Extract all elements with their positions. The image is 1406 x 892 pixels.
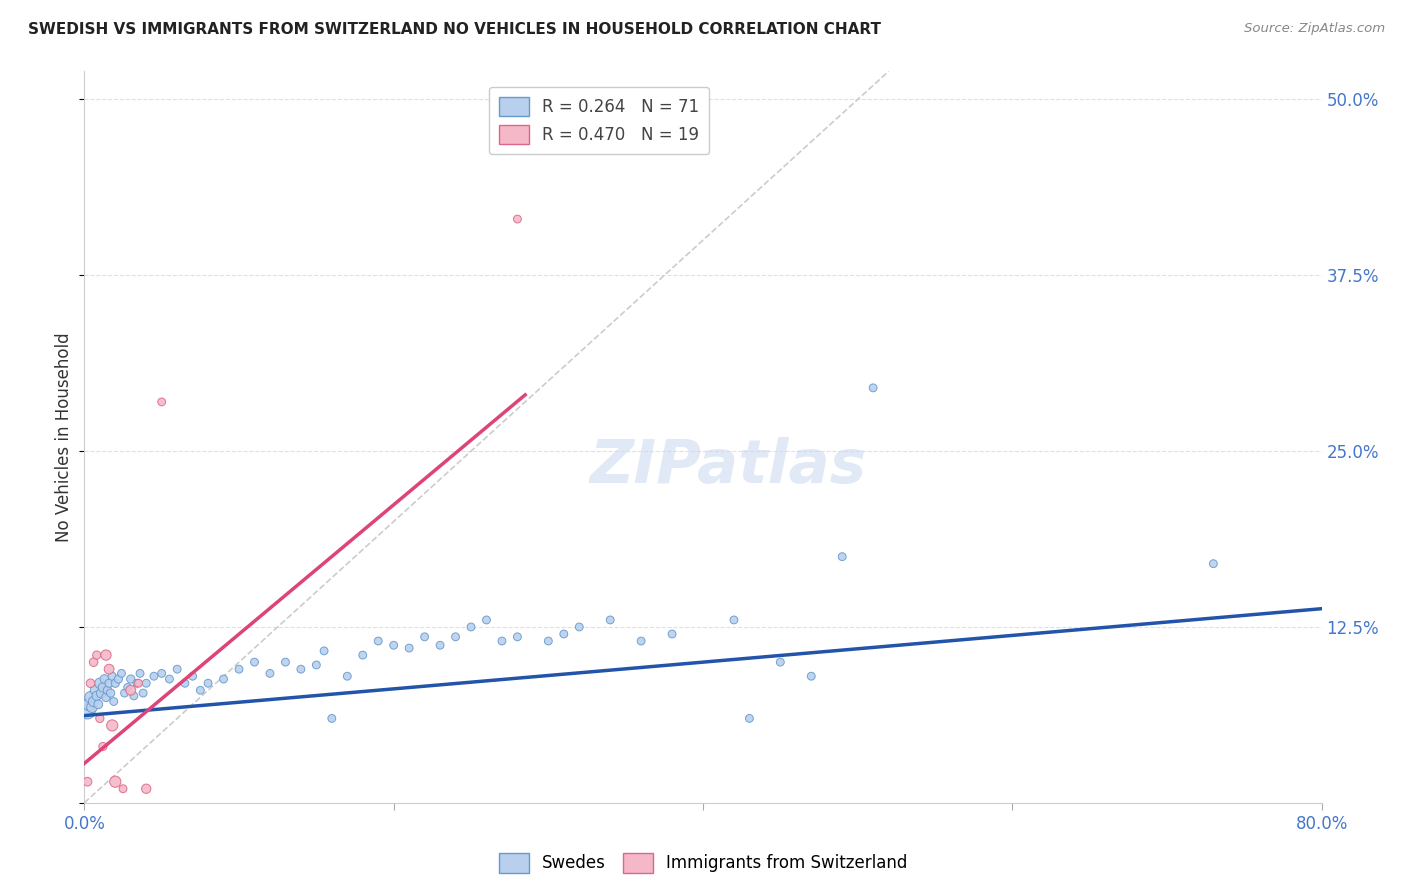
Point [460,620,482,634]
Point [79,676,101,690]
Point [110,666,132,681]
Point [429,638,451,652]
Point [197,676,219,690]
Point [444,630,467,644]
Point [174,676,197,690]
Point [76,774,98,789]
Point [120,683,142,698]
Point [98,662,121,676]
Point [101,669,124,683]
Point [738,711,761,725]
Point [83,655,105,669]
Point [212,672,235,686]
Point [491,634,513,648]
Point [506,630,529,644]
Point [769,655,792,669]
Point [259,666,281,681]
Point [475,613,498,627]
Point [553,627,575,641]
Point [112,781,135,796]
Point [114,686,136,700]
Point [1202,557,1225,571]
Point [150,395,173,409]
Point [82,700,104,714]
Point [159,672,181,686]
Point [506,212,529,227]
Point [101,718,124,732]
Point [90,686,112,700]
Point [91,681,114,695]
Point [94,648,117,662]
Point [314,644,336,658]
Point [129,666,152,681]
Point [120,672,142,686]
Text: SWEDISH VS IMMIGRANTS FROM SWITZERLAND NO VEHICLES IN HOUSEHOLD CORRELATION CHAR: SWEDISH VS IMMIGRANTS FROM SWITZERLAND N… [28,22,882,37]
Point [568,620,591,634]
Point [630,634,652,648]
Point [537,634,560,648]
Text: ZIPatlas: ZIPatlas [589,437,866,496]
Point [135,676,157,690]
Point [84,683,107,698]
Point [100,686,122,700]
Point [117,681,139,695]
Point [104,774,127,789]
Point [103,694,125,708]
Point [228,662,250,676]
Point [398,641,420,656]
Point [98,676,121,690]
Point [290,662,312,676]
Point [89,711,111,725]
Point [107,672,129,686]
Point [336,669,359,683]
Point [862,381,884,395]
Point [97,683,120,698]
Point [122,689,145,703]
Point [305,657,328,672]
Point [321,711,343,725]
Point [274,655,297,669]
Point [83,694,105,708]
Y-axis label: No Vehicles in Household: No Vehicles in Household [55,332,73,542]
Point [86,689,108,703]
Legend: Swedes, Immigrants from Switzerland: Swedes, Immigrants from Switzerland [492,847,914,880]
Point [89,676,111,690]
Point [181,669,204,683]
Point [831,549,853,564]
Point [367,634,389,648]
Point [150,666,173,681]
Point [143,669,166,683]
Point [723,613,745,627]
Point [413,630,436,644]
Legend: R = 0.264   N = 71, R = 0.470   N = 19: R = 0.264 N = 71, R = 0.470 N = 19 [489,87,709,153]
Point [86,648,108,662]
Point [599,613,621,627]
Point [128,676,150,690]
Point [91,739,114,754]
Point [135,781,157,796]
Point [76,705,98,719]
Point [79,690,101,705]
Point [125,676,148,690]
Point [661,627,683,641]
Point [352,648,374,662]
Point [800,669,823,683]
Point [87,698,110,712]
Point [77,698,100,712]
Point [93,672,115,686]
Point [243,655,266,669]
Point [382,638,405,652]
Point [132,686,155,700]
Point [166,662,188,676]
Point [94,690,117,705]
Point [104,676,127,690]
Text: Source: ZipAtlas.com: Source: ZipAtlas.com [1244,22,1385,36]
Point [188,683,212,698]
